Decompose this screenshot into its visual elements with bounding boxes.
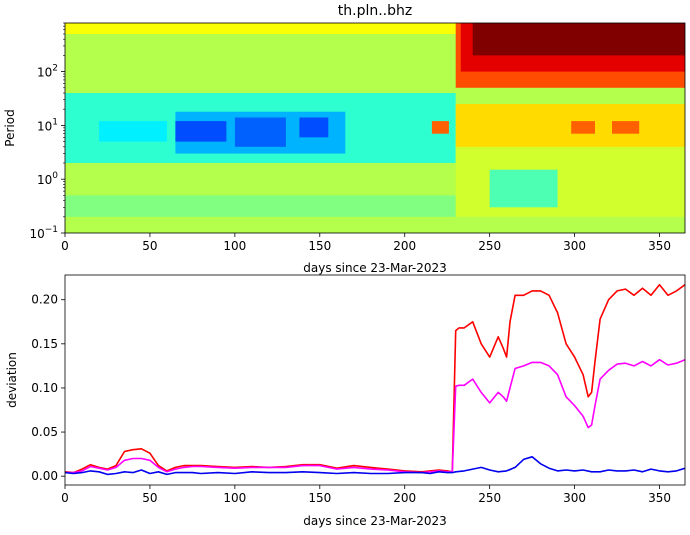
heatmap-cells (65, 23, 685, 233)
heatmap-region (234, 117, 286, 147)
heatmap-x-axis-label: days since 23-Mar-2023 (303, 261, 446, 275)
heatmap-y-tick-label: 102 (37, 64, 58, 80)
line-y-axis-label: deviation (5, 352, 19, 408)
heatmap-region (489, 169, 558, 208)
line-x-tick-label: 100 (223, 491, 246, 505)
heatmap-x-tick-label: 150 (308, 239, 331, 253)
heatmap-y-tick-label: 100 (37, 171, 58, 187)
heatmap-region (571, 121, 595, 134)
heatmap-region (472, 23, 685, 56)
line-y-tick-label: 0.00 (31, 469, 58, 483)
line-x-tick-label: 350 (648, 491, 671, 505)
line-x-tick-label: 300 (563, 491, 586, 505)
heatmap-x-tick-label: 0 (61, 239, 69, 253)
line-series-2 (64, 455, 686, 476)
heatmap-region (299, 117, 329, 138)
heatmap-y-ticks: 10−1 100 101 102 (29, 22, 65, 241)
heatmap-y-tick-label: 10−1 (29, 225, 58, 241)
heatmap-region (455, 104, 685, 147)
heatmap-panel: th.pln..bhz 0 50 100 150 200 250 300 350 10−110… (3, 3, 686, 275)
line-y-tick-label: 0.05 (31, 425, 58, 439)
line-x-tick-label: 50 (142, 491, 157, 505)
heatmap-x-ticks: 0 50 100 150 200 250 300 350 (61, 233, 671, 253)
heatmap-x-tick-label: 100 (223, 239, 246, 253)
heatmap-x-tick-label: 250 (478, 239, 501, 253)
line-x-axis-label: days since 23-Mar-2023 (303, 514, 446, 528)
line-x-ticks: 0 50 100 150 200 250 300 350 (61, 485, 671, 505)
line-panel: 0 50 100 150 200 250 300 350 0.000.050.100.150.… (5, 274, 686, 528)
line-x-tick-label: 250 (478, 491, 501, 505)
line-y-tick-label: 0.15 (31, 337, 58, 351)
heatmap-y-axis-label: Period (3, 109, 17, 146)
heatmap-x-tick-label: 300 (563, 239, 586, 253)
line-y-tick-label: 0.20 (31, 293, 58, 307)
heatmap-x-tick-label: 350 (648, 239, 671, 253)
heatmap-regions (65, 23, 685, 233)
heatmap-y-tick-label: 101 (37, 117, 58, 133)
line-y-tick-label: 0.10 (31, 381, 58, 395)
heatmap-x-tick-label: 200 (393, 239, 416, 253)
heatmap-region (612, 121, 640, 134)
heatmap-region (65, 23, 456, 34)
line-plot-area (65, 275, 685, 485)
heatmap-x-tick-label: 50 (142, 239, 157, 253)
heatmap-region (99, 121, 167, 142)
line-x-tick-label: 200 (393, 491, 416, 505)
heatmap-region (431, 121, 449, 134)
line-x-tick-label: 150 (308, 491, 331, 505)
heatmap-region (175, 121, 227, 142)
heatmap-title: th.pln..bhz (338, 3, 412, 19)
heatmap-region (65, 195, 456, 217)
line-frame (64, 274, 686, 486)
line-series-group (64, 283, 686, 476)
line-x-tick-label: 0 (61, 491, 69, 505)
line-y-ticks: 0.00 0.05 0.10 0.15 0.20 (31, 293, 65, 483)
